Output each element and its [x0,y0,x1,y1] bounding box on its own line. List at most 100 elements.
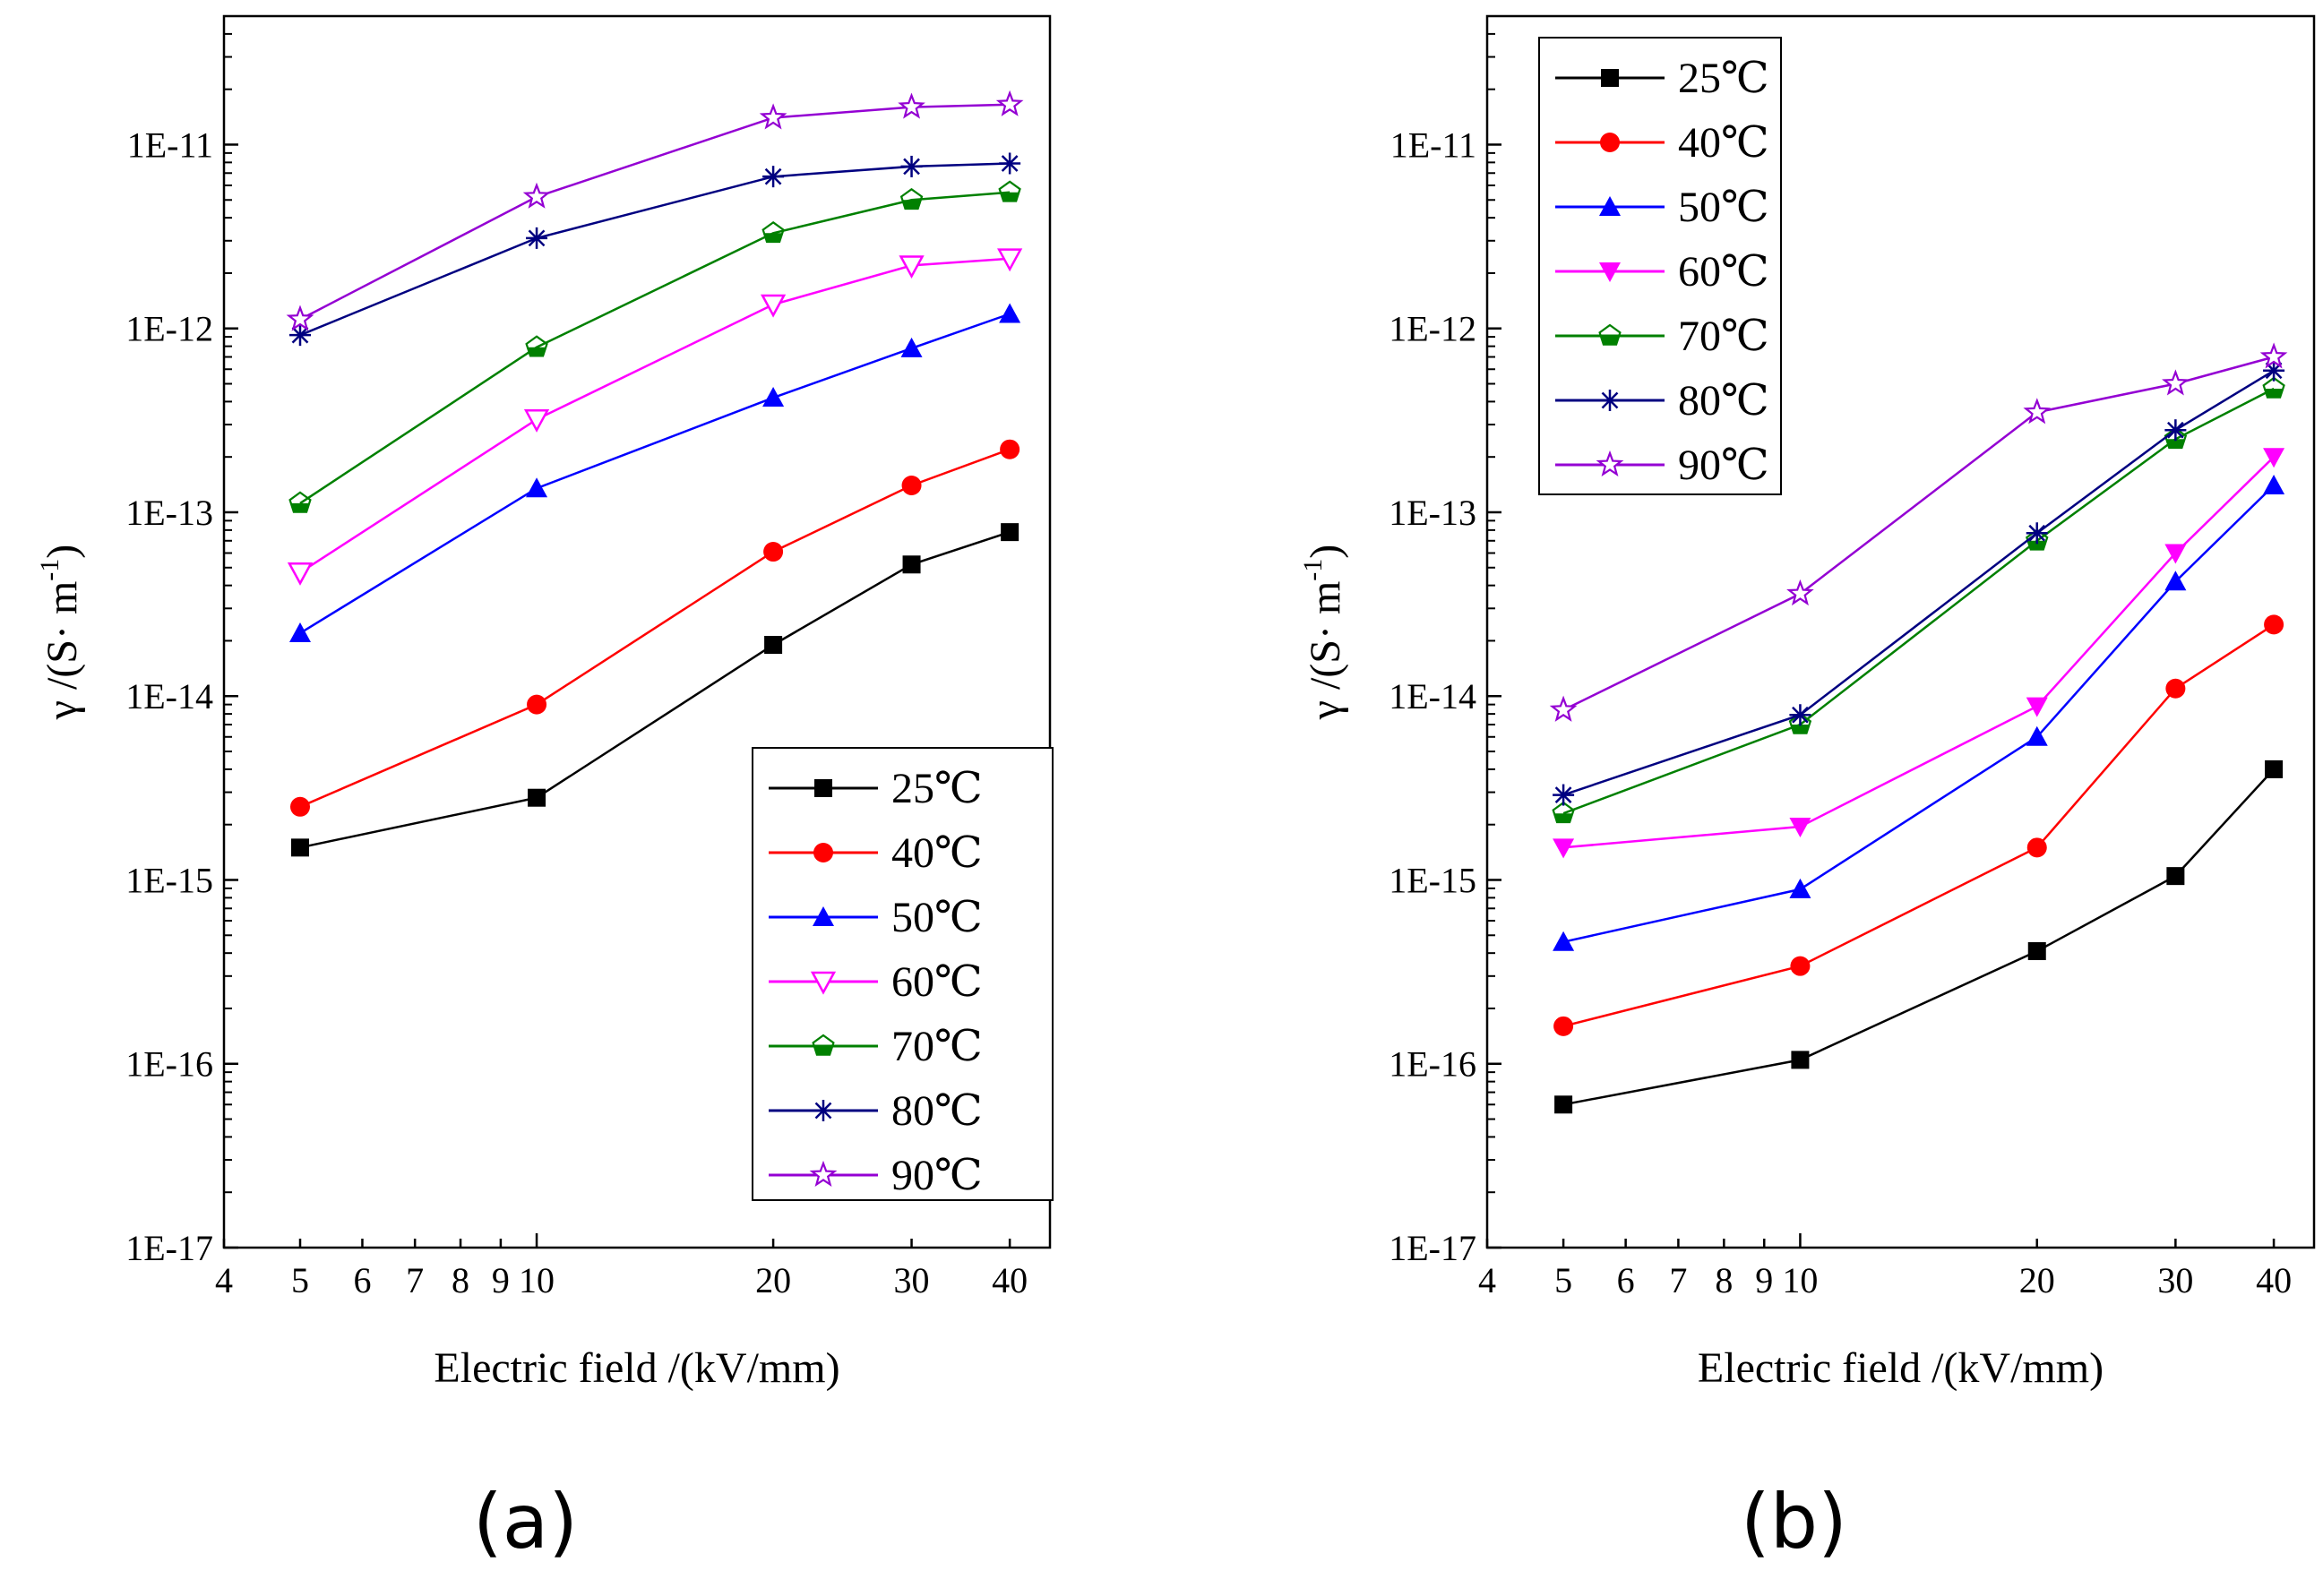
y-tick-label: 1E-11 [1390,124,1476,165]
y-tick-label: 1E-17 [1389,1228,1476,1268]
series-line [299,103,1011,321]
x-tick-label: 20 [755,1260,791,1300]
data-point [760,294,787,318]
data-point [2164,571,2187,591]
data-point [1789,878,1811,898]
series-25C [291,523,1020,857]
data-point [2026,837,2047,858]
series-line [1562,768,2276,1106]
data-point [2026,522,2048,545]
data-point [759,103,787,130]
data-point [1553,1016,1574,1036]
y-tick-label: 1E-13 [1389,493,1476,533]
plot-frame [222,14,1052,1249]
y-tick-label: 1E-11 [127,124,213,165]
x-tick-label: 8 [452,1260,469,1300]
series-line [299,191,1011,504]
data-point [2164,544,2187,564]
data-point [1553,838,1575,859]
legend-label: 40℃ [1678,119,1769,167]
x-tick-label: 5 [1554,1260,1572,1300]
data-point [762,387,785,408]
series-50C [289,303,1021,642]
legend-label: 60℃ [1678,248,1769,296]
data-point [2026,725,2048,746]
legend-label: 90℃ [1678,442,1769,489]
data-point [526,477,548,498]
series-40C [1553,614,2284,1036]
legend-marker [1599,390,1621,411]
data-point [2259,342,2288,369]
data-point [762,166,785,188]
y-tick-label: 1E-17 [125,1228,213,1268]
legend-box [752,747,1054,1201]
data-point [761,220,785,244]
y-tick-label: 1E-14 [1389,676,1476,716]
x-tick-label: 7 [406,1260,424,1300]
x-tick-label: 4 [1478,1260,1496,1300]
data-point [286,305,314,331]
x-tick-label: 6 [353,1260,371,1300]
data-point [1553,931,1575,951]
data-point [526,227,548,249]
series-25C [1554,759,2284,1114]
legend-label: 70℃ [1678,313,1769,360]
data-point [288,491,312,513]
data-point [2265,759,2284,778]
x-tick-label: 7 [1669,1260,1687,1300]
legend-label: 90℃ [891,1152,983,1199]
data-point [2026,528,2049,551]
x-tick-label: 10 [1782,1260,1818,1300]
x-tick-label: 6 [1617,1260,1635,1300]
legend-marker [1601,69,1619,87]
x-tick-label: 4 [215,1260,233,1300]
y-tick-label: 1E-14 [125,676,213,716]
legend-item: 60℃ [1555,248,1769,296]
data-point [1788,712,1812,734]
data-point [902,555,921,574]
legend: 25℃ 40℃ 50℃ 60℃ 70℃ 80℃ 90℃ [1538,37,1782,495]
x-tick-label: 8 [1715,1260,1733,1300]
x-tick-label: 10 [519,1260,555,1300]
data-point [2023,398,2052,425]
data-point [999,152,1021,175]
data-point [900,155,923,177]
panel-label-a: (a) [473,1478,579,1566]
legend-label: 25℃ [1678,55,1769,102]
legend-item: 70℃ [1555,313,1769,360]
data-point [2264,614,2284,635]
y-tick-label: 1E-15 [1389,860,1476,900]
y-axis-label: γ /(S· m-1) [1298,545,1349,721]
legend-item: 70℃ [769,1023,983,1070]
legend-item: 40℃ [769,829,983,877]
legend-marker [812,1034,835,1056]
data-point [1786,579,1814,606]
data-point [1790,956,1811,976]
data-point [900,337,923,357]
x-tick-label: 9 [1755,1260,1773,1300]
legend-label: 70℃ [891,1023,983,1070]
x-tick-label: 40 [2256,1260,2292,1300]
x-axis-label: Electric field /(kV/mm) [1698,1344,2104,1392]
y-tick-label: 1E-16 [125,1044,213,1085]
data-point [999,303,1021,323]
data-point [525,335,548,357]
legend-label: 40℃ [891,829,983,877]
data-point [289,324,312,347]
data-point [899,187,924,210]
data-point [2263,448,2285,468]
series-70C [288,180,1021,513]
legend-marker [1599,262,1621,282]
legend: 25℃ 40℃ 50℃ 60℃ 70℃ 80℃ 90℃ [752,747,1054,1201]
y-tick-label: 1E-12 [1389,309,1476,349]
legend-marker [1599,196,1621,216]
legend-marker [814,779,832,797]
legend-label: 25℃ [891,765,983,812]
legend-item: 90℃ [1555,442,1769,489]
data-point [998,180,1021,202]
legend-label: 80℃ [891,1087,983,1135]
legend-marker [810,971,837,995]
legend-item: 60℃ [769,958,983,1006]
